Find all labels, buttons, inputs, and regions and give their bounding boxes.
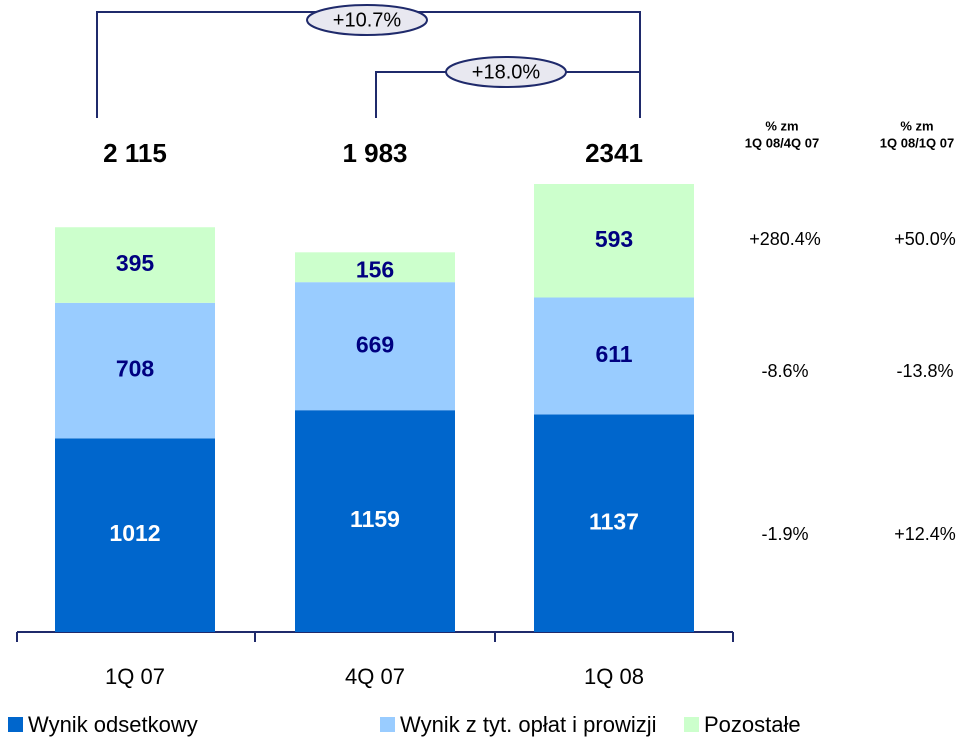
bar-segment	[295, 410, 455, 632]
bar-segment	[534, 184, 694, 298]
table-header: 1Q 08/4Q 07	[745, 135, 819, 150]
data-label: 395	[116, 250, 155, 276]
data-label: 1137	[589, 508, 639, 534]
table-cell: +280.4%	[749, 229, 821, 249]
data-label: 1159	[350, 506, 400, 532]
data-label: 611	[595, 341, 632, 367]
bar-segment	[534, 414, 694, 632]
annotation-bubble	[306, 4, 428, 36]
data-label: 1012	[109, 520, 160, 546]
legend-swatch	[380, 717, 395, 732]
table-header: % zm	[900, 118, 933, 133]
legend-label: Wynik odsetkowy	[28, 712, 198, 737]
x-tick-label: 1Q 08	[584, 664, 644, 689]
annotation-bubble	[445, 56, 567, 88]
table-header: % zm	[765, 118, 798, 133]
annotation: +18.0%	[472, 61, 541, 83]
table-cell: -1.9%	[761, 524, 808, 544]
total-label: 1 983	[342, 138, 407, 168]
bar-segment	[295, 282, 455, 411]
bar-segment	[295, 252, 455, 283]
legend-label: Wynik z tyt. opłat i prowizji	[400, 712, 657, 737]
legend-swatch	[684, 717, 699, 732]
legend-swatch	[8, 717, 23, 732]
total-label: 2 115	[103, 138, 167, 168]
x-tick-label: 1Q 07	[105, 664, 165, 689]
data-label: 708	[116, 356, 155, 382]
table-header: 1Q 08/1Q 07	[880, 135, 954, 150]
bar-segment	[534, 297, 694, 415]
bar-segment	[55, 438, 215, 632]
table-cell: +12.4%	[894, 524, 956, 544]
legend-label: Pozostałe	[704, 712, 801, 737]
annotation: +10.7%	[333, 9, 402, 31]
bar-segment	[55, 227, 215, 303]
total-label: 2341	[585, 138, 643, 168]
table-cell: -13.8%	[896, 361, 953, 381]
bar-segment	[55, 302, 215, 439]
data-label: 669	[356, 331, 394, 357]
data-label: 593	[595, 226, 633, 252]
data-label: 156	[356, 256, 394, 282]
x-tick-label: 4Q 07	[345, 664, 405, 689]
table-cell: +50.0%	[894, 229, 956, 249]
table-cell: -8.6%	[761, 361, 808, 381]
